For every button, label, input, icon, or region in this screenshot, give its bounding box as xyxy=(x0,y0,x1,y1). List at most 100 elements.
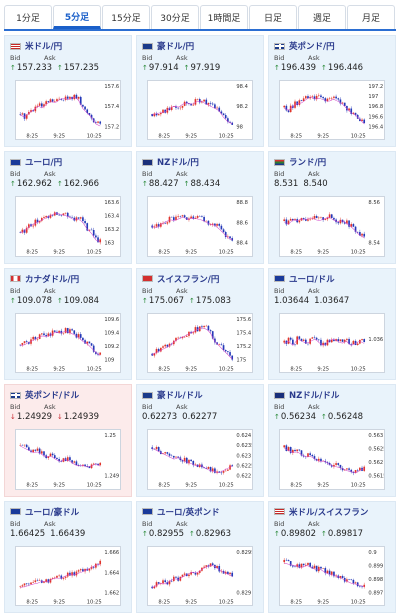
candle-body xyxy=(21,230,24,233)
mini-chart[interactable]: 1.25 1.249 8:25 9:25 10:25 xyxy=(15,429,121,490)
candle-body xyxy=(172,456,175,458)
y-tick-label: 196.4 xyxy=(368,125,383,131)
candle-body xyxy=(166,222,169,225)
candle-body xyxy=(84,464,86,467)
ask-label: Ask xyxy=(44,403,56,412)
bid-price: ↓ 1.24929 xyxy=(10,412,52,422)
pair-name-link[interactable]: 英ポンド/ドル xyxy=(25,391,80,402)
tab-timeframe[interactable]: 週足 xyxy=(298,5,346,29)
candle-body xyxy=(162,579,164,583)
currency-card[interactable]: 米ドル/円 Bid Ask ↑ 157.233 ↑ 157.235 157.6 157.4 157… xyxy=(4,35,132,148)
bid-value: 175.067 xyxy=(148,295,185,306)
pair-name-link[interactable]: スイスフラン/円 xyxy=(157,274,220,285)
mini-chart[interactable]: 1.666 1.664 1.662 8:25 9:25 10:25 xyxy=(15,545,121,606)
bid-value: 157.233 xyxy=(16,63,53,73)
pair-name-link[interactable]: 英ポンド/円 xyxy=(289,42,335,52)
candle-body xyxy=(49,578,52,583)
mini-chart[interactable]: 197.2 197 196.8 196.6 196.4 8:25 9:25 10:25 xyxy=(279,80,385,141)
tab-timeframe[interactable]: 日足 xyxy=(249,5,297,29)
currency-card[interactable]: ユーロ/豪ドル Bid Ask 1.66425 1.66439 1.666 1.664 1.6… xyxy=(4,500,132,613)
currency-card[interactable]: 豪ドル/ドルBidAsk0.622730.622770.6240.62350.6… xyxy=(136,384,264,497)
pair-name-link[interactable]: ユーロ/英ポンド xyxy=(157,507,220,518)
x-tick-label: 10:25 xyxy=(351,250,366,256)
currency-card[interactable]: ランド/円 Bid Ask 8.531 8.540 8.56 8.54 8:25 9:25 10:… xyxy=(268,151,396,264)
candle-body xyxy=(333,339,335,341)
ask-price: ↓ 1.24939 xyxy=(57,412,99,422)
currency-card[interactable]: 英ポンド/円 Bid Ask ↑ 196.439 ↑ 196.446 197.2 197 196.… xyxy=(268,35,396,148)
candle-body xyxy=(32,226,35,227)
tab-timeframe[interactable]: 15分足 xyxy=(102,5,150,29)
candle-body xyxy=(209,563,212,567)
candle-body xyxy=(203,99,205,102)
currency-card[interactable]: スイスフラン/円 Bid Ask ↑ 175.067 ↑ 175.083 175.6 175.4… xyxy=(136,267,264,381)
mini-chart[interactable]: 157.6 157.4 157.2 8:25 9:25 10:25 xyxy=(15,80,121,141)
candle-body xyxy=(313,456,316,460)
mini-chart[interactable]: 8.56 8.54 8:25 9:25 10:25 xyxy=(279,196,385,257)
x-tick-label: 8:25 xyxy=(26,366,38,372)
mini-chart[interactable]: 109.6 109.4 109.2 109 8:25 9:25 10:25 xyxy=(15,312,121,374)
pair-name-link[interactable]: 豪ドル/ドル xyxy=(157,391,203,402)
candle-body xyxy=(71,217,73,219)
candle-body xyxy=(175,337,177,341)
mini-chart[interactable]: 0.8295 0.829 8:25 9:25 10:25 xyxy=(147,545,253,606)
tab-timeframe[interactable]: 月足 xyxy=(347,5,395,29)
candle-body xyxy=(90,464,93,469)
x-tick-label: 9:25 xyxy=(317,483,329,489)
mini-chart[interactable]: 1.036 8:25 9:25 10:25 xyxy=(279,312,385,374)
currency-card[interactable]: ユーロ/英ポンドBidAsk↑0.82955↑0.829630.82950.82… xyxy=(136,500,264,613)
candle-body xyxy=(71,571,73,576)
mini-chart[interactable]: 175.6 175.4 175.2 175 8:25 9:25 10:25 xyxy=(147,312,253,374)
pair-name-link[interactable]: 豪ドル/円 xyxy=(157,42,195,52)
pair-name-link[interactable]: カナダドル/円 xyxy=(25,274,80,285)
bid-value: 109.078 xyxy=(16,295,53,306)
mini-chart[interactable]: 0.624 0.6235 0.623 0.6225 0.622 8:25 9:25 10:25 xyxy=(147,429,253,490)
tab-timeframe[interactable]: 5分足 xyxy=(53,5,101,29)
pair-name-link[interactable]: 米ドル/円 xyxy=(25,42,63,52)
candle-body xyxy=(207,102,210,105)
pair-name-link[interactable]: ランド/円 xyxy=(289,158,327,169)
currency-card[interactable]: 英ポンド/ドル Bid Ask ↓ 1.24929 ↓ 1.24939 1.25 1.249 8:… xyxy=(4,384,132,497)
y-tick-label: 163 xyxy=(104,241,114,247)
pair-name-link[interactable]: ユーロ/豪ドル xyxy=(25,507,80,518)
currency-card[interactable]: 豪ドル/円 Bid Ask ↑ 97.914 ↑ 97.919 98.4 98.2 98 8:25 9… xyxy=(136,35,264,148)
candle-body xyxy=(322,217,324,221)
tab-timeframe[interactable]: 30分足 xyxy=(151,5,199,29)
currency-card[interactable]: 米ドル/スイスフラン Bid Ask ↑ 0.89802 ↑ 0.89817 0.9 0.899… xyxy=(268,500,396,613)
candle-body xyxy=(188,574,190,576)
y-tick-label: 163.4 xyxy=(104,214,119,220)
candle-body xyxy=(43,104,45,107)
x-tick-label: 9:25 xyxy=(185,366,197,372)
tab-timeframe[interactable]: 1時間足 xyxy=(200,5,248,29)
ask-label: Ask xyxy=(44,54,56,62)
candle-body xyxy=(224,349,227,352)
pair-name-link[interactable]: NZドル/円 xyxy=(157,158,199,169)
candle-body xyxy=(296,563,299,567)
pair-name-link[interactable]: 米ドル/スイスフラン xyxy=(289,507,369,518)
tab-timeframe[interactable]: 1分足 xyxy=(4,5,52,29)
candle-body xyxy=(205,99,208,105)
pair-name-link[interactable]: NZドル/ドル xyxy=(289,391,340,402)
candle-body xyxy=(285,219,288,225)
currency-card[interactable]: ユーロ/円 Bid Ask ↑ 162.962 ↑ 162.966 163.6 163.4 163… xyxy=(4,151,132,264)
mini-chart[interactable]: 88.8 88.6 88.4 8:25 9:25 10:25 xyxy=(147,196,253,257)
y-tick-label: 175.2 xyxy=(236,344,251,350)
candle-body xyxy=(34,580,37,582)
pair-name-link[interactable]: ユーロ/ドル xyxy=(289,274,335,285)
mini-chart[interactable]: 0.563 0.5625 0.562 0.5615 8:25 9:25 10:25 xyxy=(279,429,385,490)
mini-chart[interactable]: 0.9 0.899 0.898 0.897 8:25 9:25 10:25 xyxy=(279,545,385,606)
currency-card[interactable]: NZドル/ドルBidAsk↑0.56234↑0.562480.5630.5625… xyxy=(268,384,396,497)
candle-body xyxy=(155,224,158,227)
arrow-down-icon: ↓ xyxy=(57,413,63,422)
mini-chart[interactable]: 98.4 98.2 98 8:25 9:25 10:25 xyxy=(147,80,253,141)
candle-body xyxy=(356,582,359,586)
mini-chart[interactable]: 163.6 163.4 163.2 163 8:25 9:25 10:25 xyxy=(15,196,121,257)
currency-card[interactable]: カナダドル/円 Bid Ask ↑ 109.078 ↑ 109.084 109.6 109.4 1… xyxy=(4,267,132,381)
eu-flag-icon xyxy=(10,158,21,166)
arrow-up-icon: ↑ xyxy=(321,64,327,72)
currency-card[interactable]: ユーロ/ドル Bid Ask 1.03644 1.03647 1.036 8:25 9:25 1… xyxy=(268,267,396,381)
candle-body xyxy=(296,336,299,345)
currency-card[interactable]: NZドル/円 Bid Ask ↑ 88.427 ↑ 88.434 88.8 88.6 88.4 8:… xyxy=(136,151,264,264)
arrow-up-icon: ↑ xyxy=(10,64,16,72)
pair-name-link[interactable]: ユーロ/円 xyxy=(25,158,63,169)
eu-flag-icon xyxy=(274,275,285,283)
